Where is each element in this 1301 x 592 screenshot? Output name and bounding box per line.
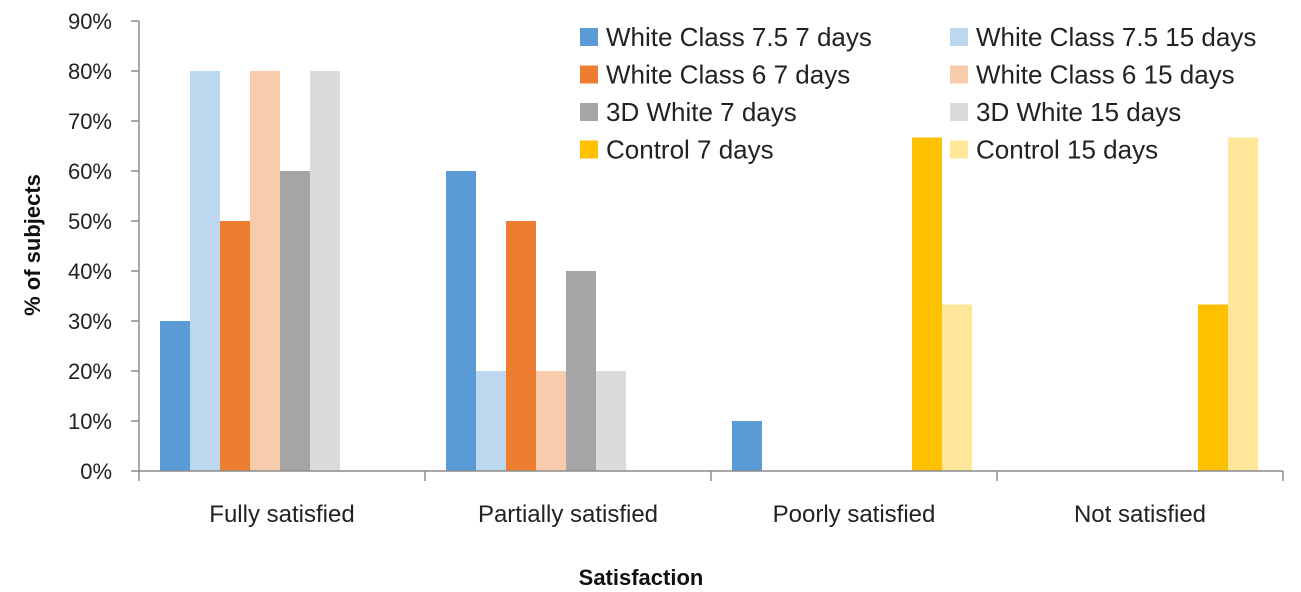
y-tick-label: 80% <box>68 59 112 84</box>
bar <box>190 71 220 471</box>
x-tick-label: Poorly satisfied <box>773 501 936 528</box>
axes <box>138 21 1284 481</box>
bar <box>596 371 626 471</box>
y-tick-label: 90% <box>68 9 112 34</box>
y-tick-label: 50% <box>68 209 112 234</box>
bar <box>476 371 506 471</box>
legend-swatch <box>580 140 598 159</box>
bar <box>280 171 310 471</box>
bar <box>912 137 942 471</box>
legend-label: White Class 6 7 days <box>606 60 850 90</box>
legend-label: White Class 7.5 15 days <box>976 22 1256 52</box>
y-tick-label: 20% <box>68 359 112 384</box>
legend-swatch <box>580 28 598 46</box>
bar <box>506 221 536 471</box>
x-axis-title: Satisfaction <box>579 565 704 590</box>
bar <box>446 171 476 471</box>
legend-swatch <box>580 65 598 84</box>
legend-swatch <box>950 28 968 46</box>
bar <box>1198 304 1228 471</box>
y-tick-label: 10% <box>68 409 112 434</box>
legend: White Class 7.5 7 days White Class 7.5 15… <box>580 22 1256 165</box>
legend-swatch <box>580 103 598 121</box>
legend-label: Control 15 days <box>976 135 1158 165</box>
legend-swatch <box>950 140 968 159</box>
x-tick-label: Fully satisfied <box>209 501 354 528</box>
legend-label: White Class 7.5 7 days <box>606 22 872 52</box>
bar <box>310 71 340 471</box>
y-tick-label: 70% <box>68 109 112 134</box>
x-tick-label: Partially satisfied <box>478 501 658 528</box>
bar <box>732 421 762 471</box>
bar <box>220 221 250 471</box>
y-tick-label: 40% <box>68 259 112 284</box>
bar <box>942 304 972 471</box>
y-tick-label: 0% <box>80 459 112 484</box>
bar <box>536 371 566 471</box>
bars <box>160 71 1258 471</box>
x-axis-ticks: Fully satisfied Partially satisfied Poorly… <box>209 501 1206 528</box>
bar <box>1228 137 1258 471</box>
legend-label: Control 7 days <box>606 135 774 165</box>
legend-swatch <box>950 65 968 84</box>
legend-swatch <box>950 103 968 121</box>
y-axis-ticks: 0% 10% 20% 30% 40% 50% 60% 70% 80% 90% <box>68 9 139 484</box>
legend-label: 3D White 15 days <box>976 97 1181 127</box>
legend-label: White Class 6 15 days <box>976 60 1235 90</box>
y-tick-label: 60% <box>68 159 112 184</box>
y-axis-title: % of subjects <box>20 174 45 316</box>
bar <box>566 271 596 471</box>
x-tick-label: Not satisfied <box>1074 501 1206 528</box>
legend-label: 3D White 7 days <box>606 97 797 127</box>
y-tick-label: 30% <box>68 309 112 334</box>
bar <box>250 71 280 471</box>
bar <box>160 321 190 471</box>
